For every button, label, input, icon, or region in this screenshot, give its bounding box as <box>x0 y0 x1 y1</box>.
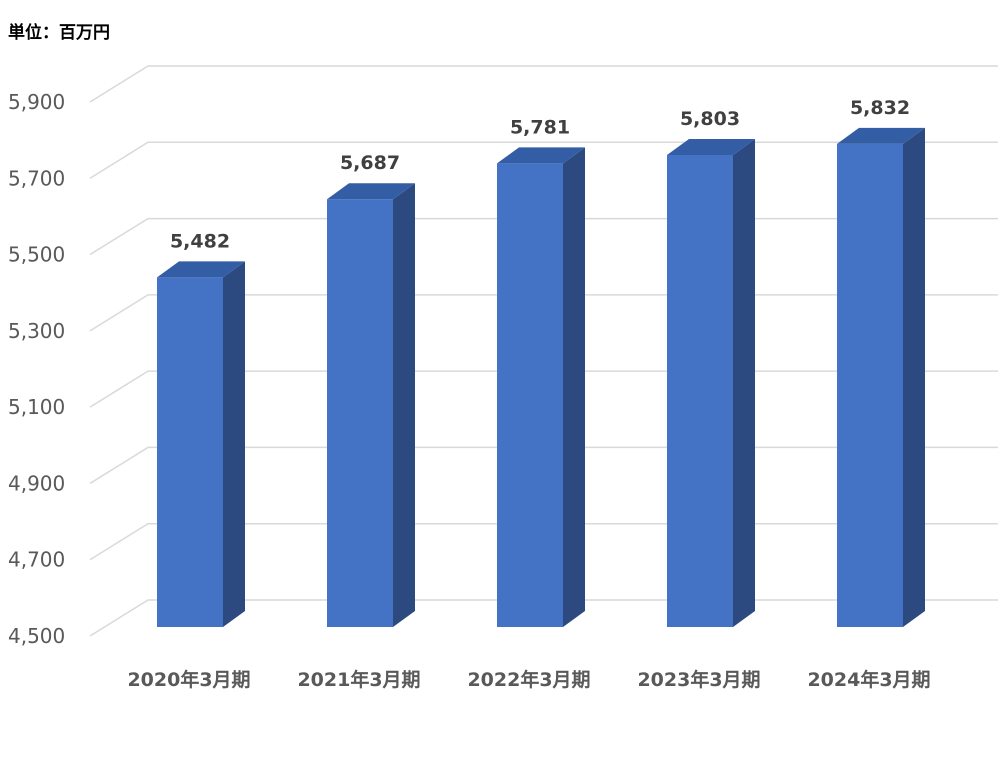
labels: 4,500 4,700 4,900 5,100 5,300 5,500 5,700 5,900… <box>8 90 931 691</box>
bar-front <box>497 163 563 627</box>
y-tick-label: 4,900 <box>8 471 65 495</box>
bar-top <box>157 261 245 278</box>
unit-label: 単位：百万円 <box>8 23 110 43</box>
bar-top <box>667 138 755 155</box>
gridline <box>89 65 998 103</box>
data-label: 5,803 <box>680 108 740 130</box>
y-tick-label: 5,700 <box>8 166 65 190</box>
y-tick-label: 5,100 <box>8 395 65 419</box>
bar-front <box>157 277 223 627</box>
bar <box>157 261 245 627</box>
x-category-label: 2020年3月期 <box>127 668 250 691</box>
y-tick-label: 5,300 <box>8 319 65 343</box>
y-tick-label: 4,500 <box>8 624 65 648</box>
bar-front <box>667 154 733 627</box>
bar-top <box>837 127 925 144</box>
bar-side <box>733 138 755 627</box>
bar-top <box>497 147 585 164</box>
bar <box>497 147 585 627</box>
x-category-label: 2022年3月期 <box>467 668 590 691</box>
y-tick-label: 5,900 <box>8 90 65 114</box>
bar-side <box>903 127 925 628</box>
data-label: 5,687 <box>340 152 400 174</box>
bar-front <box>327 199 393 627</box>
data-label: 5,781 <box>510 116 570 138</box>
data-label: 5,482 <box>170 230 230 252</box>
bar-side <box>223 261 245 627</box>
y-tick-label: 4,700 <box>8 548 65 572</box>
bar-top <box>327 183 415 200</box>
y-tick-label: 5,500 <box>8 243 65 267</box>
bar <box>327 183 415 627</box>
bar <box>667 138 755 627</box>
bars <box>157 127 925 628</box>
bar <box>837 127 925 628</box>
bar-front <box>837 143 903 628</box>
bar-side <box>563 147 585 627</box>
x-category-label: 2023年3月期 <box>637 668 760 691</box>
bar-side <box>393 183 415 627</box>
x-category-label: 2021年3月期 <box>297 668 420 691</box>
x-category-label: 2024年3月期 <box>807 668 930 691</box>
data-label: 5,832 <box>850 97 910 119</box>
